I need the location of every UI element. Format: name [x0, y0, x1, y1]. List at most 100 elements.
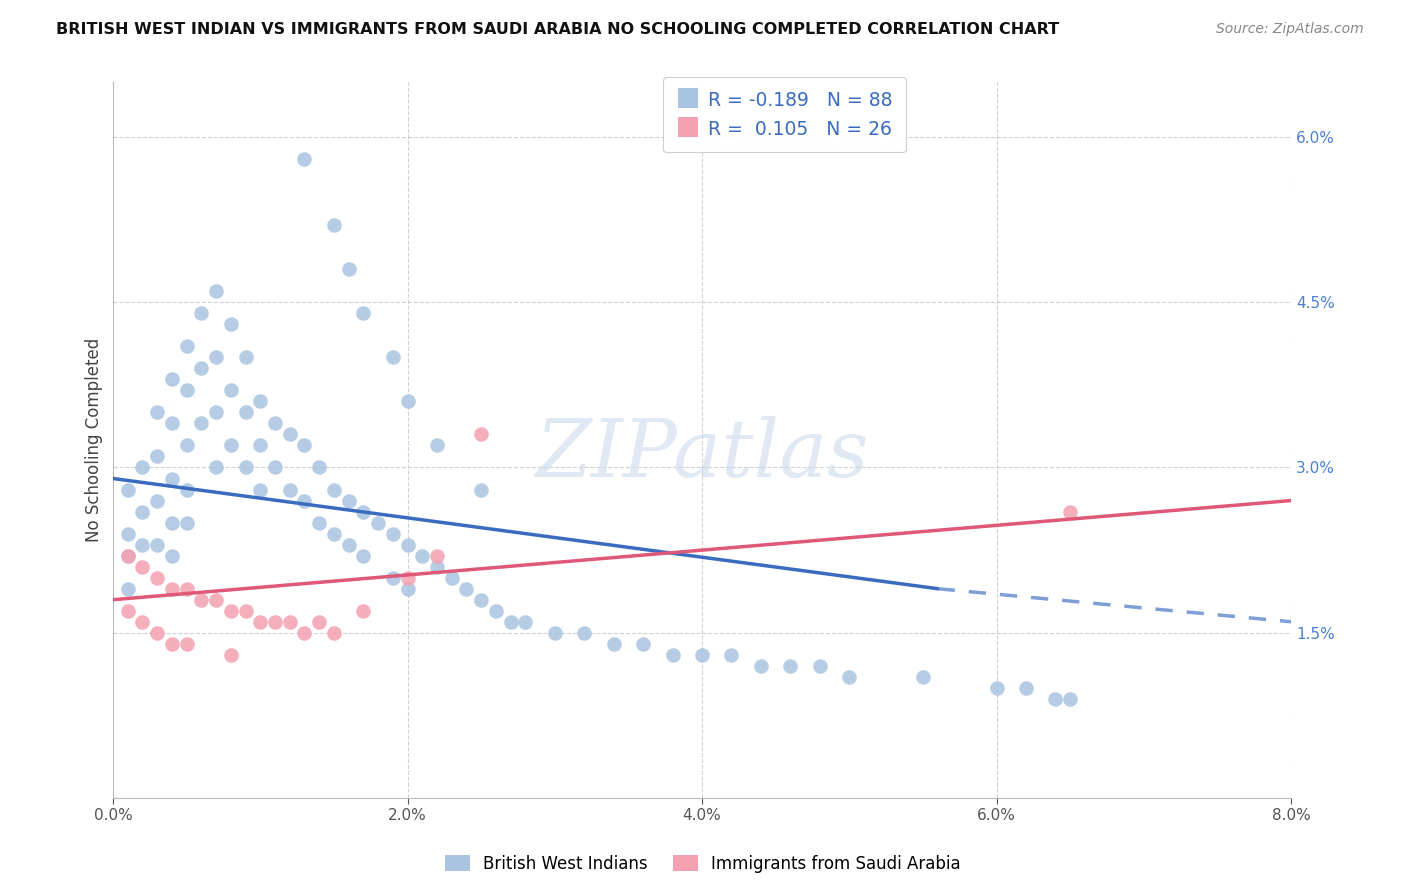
Point — [986, 681, 1008, 695]
Point — [190, 592, 212, 607]
Point — [235, 604, 257, 618]
Point — [294, 438, 316, 452]
Y-axis label: No Schooling Completed: No Schooling Completed — [86, 338, 103, 542]
Point — [322, 526, 344, 541]
Point — [426, 559, 449, 574]
Point — [544, 625, 567, 640]
Point — [690, 648, 713, 662]
Point — [381, 351, 404, 365]
Point — [470, 427, 492, 442]
Point — [322, 483, 344, 497]
Point — [219, 438, 242, 452]
Point — [205, 284, 228, 298]
Point — [396, 538, 419, 552]
Point — [176, 516, 198, 530]
Point — [294, 152, 316, 166]
Point — [499, 615, 522, 629]
Point — [264, 615, 287, 629]
Point — [308, 516, 330, 530]
Point — [205, 592, 228, 607]
Point — [294, 625, 316, 640]
Point — [117, 483, 139, 497]
Point — [117, 582, 139, 596]
Point — [205, 405, 228, 419]
Point — [808, 658, 831, 673]
Point — [337, 262, 360, 277]
Legend: British West Indians, Immigrants from Saudi Arabia: British West Indians, Immigrants from Sa… — [439, 848, 967, 880]
Point — [278, 615, 301, 629]
Point — [146, 405, 169, 419]
Point — [160, 516, 183, 530]
Point — [1045, 692, 1067, 706]
Point — [1059, 504, 1081, 518]
Point — [426, 438, 449, 452]
Legend: R = -0.189   N = 88, R =  0.105   N = 26: R = -0.189 N = 88, R = 0.105 N = 26 — [664, 77, 905, 153]
Point — [381, 571, 404, 585]
Point — [176, 483, 198, 497]
Point — [396, 582, 419, 596]
Point — [779, 658, 801, 673]
Point — [720, 648, 742, 662]
Point — [308, 460, 330, 475]
Point — [131, 504, 153, 518]
Point — [205, 460, 228, 475]
Point — [249, 394, 271, 409]
Point — [190, 361, 212, 376]
Point — [381, 526, 404, 541]
Text: BRITISH WEST INDIAN VS IMMIGRANTS FROM SAUDI ARABIA NO SCHOOLING COMPLETED CORRE: BRITISH WEST INDIAN VS IMMIGRANTS FROM S… — [56, 22, 1059, 37]
Point — [160, 471, 183, 485]
Point — [470, 483, 492, 497]
Point — [352, 306, 374, 320]
Point — [131, 615, 153, 629]
Point — [352, 549, 374, 563]
Point — [337, 493, 360, 508]
Point — [456, 582, 478, 596]
Point — [176, 438, 198, 452]
Point — [117, 526, 139, 541]
Point — [337, 538, 360, 552]
Point — [294, 493, 316, 508]
Point — [235, 351, 257, 365]
Point — [117, 604, 139, 618]
Point — [176, 637, 198, 651]
Point — [278, 427, 301, 442]
Point — [249, 483, 271, 497]
Point — [219, 384, 242, 398]
Point — [146, 571, 169, 585]
Point — [440, 571, 463, 585]
Point — [352, 604, 374, 618]
Point — [1015, 681, 1038, 695]
Point — [146, 493, 169, 508]
Point — [131, 559, 153, 574]
Point — [367, 516, 389, 530]
Point — [470, 592, 492, 607]
Point — [219, 648, 242, 662]
Point — [160, 417, 183, 431]
Point — [661, 648, 683, 662]
Point — [838, 670, 860, 684]
Point — [426, 549, 449, 563]
Point — [249, 615, 271, 629]
Point — [190, 306, 212, 320]
Point — [411, 549, 433, 563]
Point — [396, 571, 419, 585]
Text: Source: ZipAtlas.com: Source: ZipAtlas.com — [1216, 22, 1364, 37]
Point — [485, 604, 508, 618]
Point — [205, 351, 228, 365]
Point — [190, 417, 212, 431]
Point — [352, 504, 374, 518]
Point — [264, 417, 287, 431]
Point — [160, 372, 183, 386]
Point — [1059, 692, 1081, 706]
Point — [308, 615, 330, 629]
Text: ZIPatlas: ZIPatlas — [536, 416, 869, 493]
Point — [176, 384, 198, 398]
Point — [176, 582, 198, 596]
Point — [322, 218, 344, 232]
Point — [322, 625, 344, 640]
Point — [602, 637, 624, 651]
Point — [749, 658, 772, 673]
Point — [219, 317, 242, 331]
Point — [176, 339, 198, 353]
Point — [160, 582, 183, 596]
